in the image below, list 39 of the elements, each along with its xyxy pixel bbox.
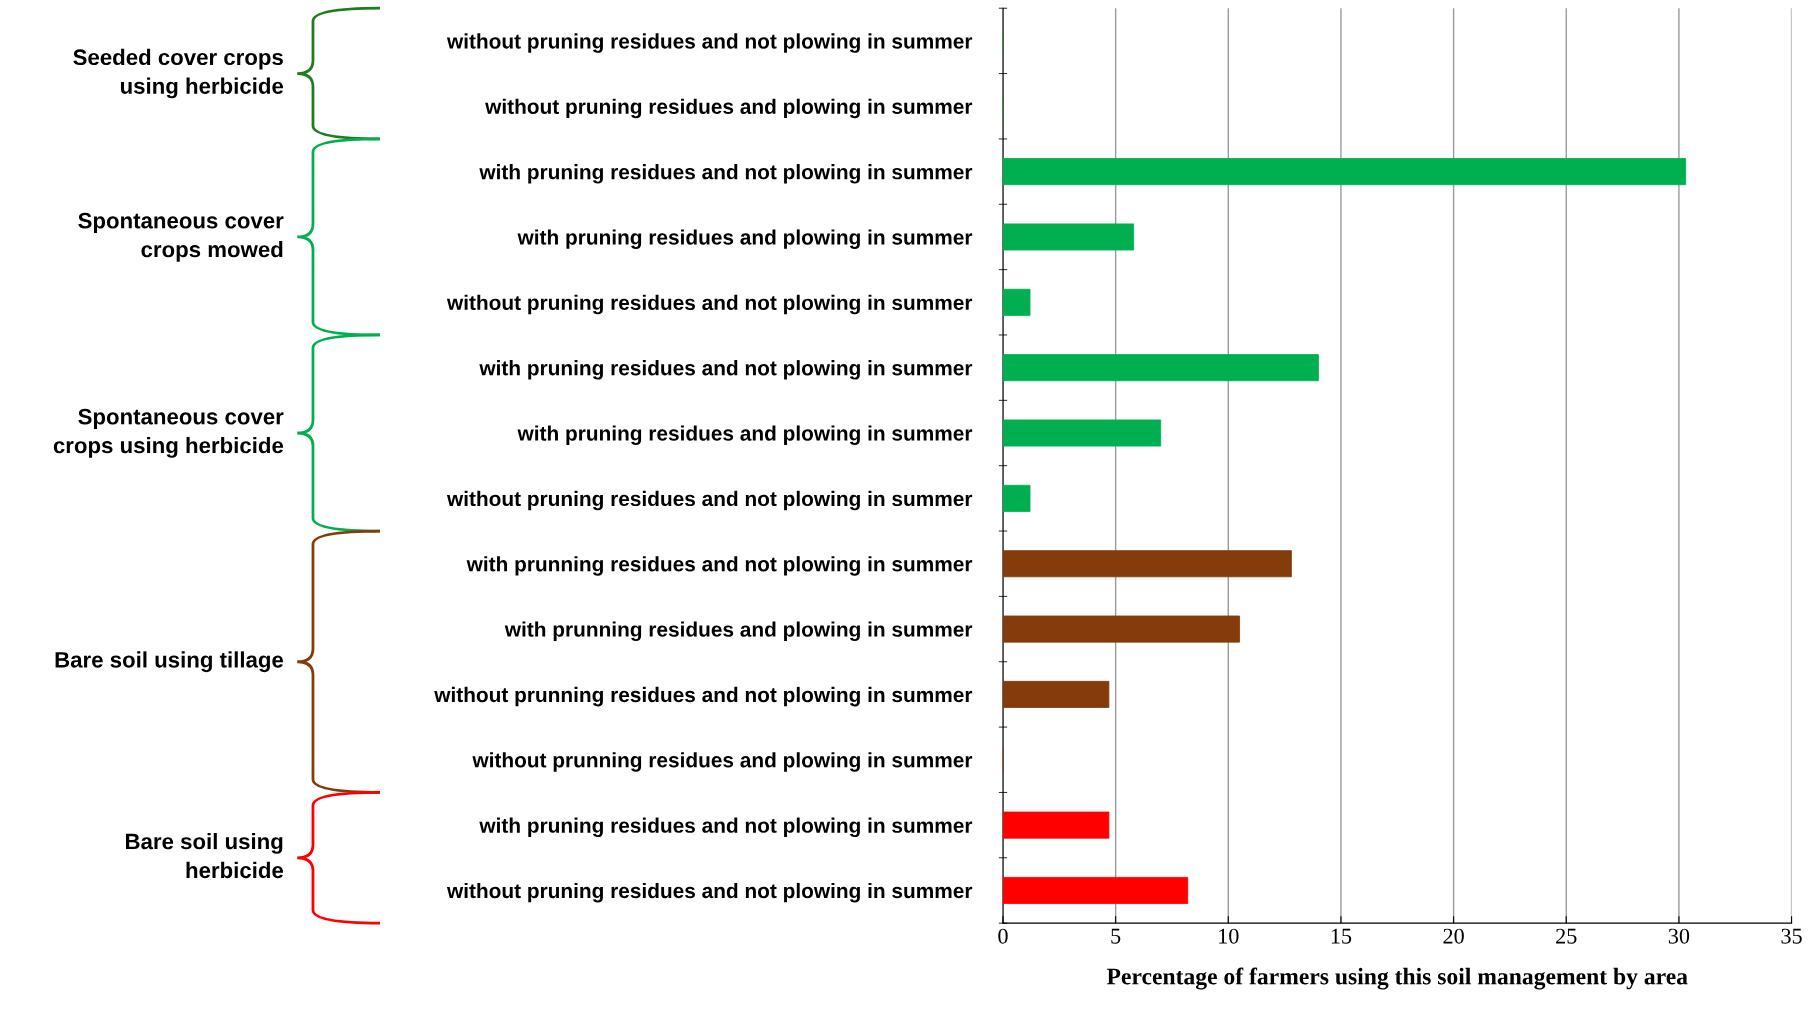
bar (1002, 615, 1240, 643)
x-tick-label: 30 (1668, 928, 1690, 944)
y-tick-label: without pruning residues and not plowing in summer (446, 882, 973, 903)
bar (1002, 484, 1031, 512)
x-tick-label: 0 (998, 928, 1008, 944)
bar (1002, 288, 1031, 316)
y-tick-label: with pruning residues and not plowing in summer (479, 164, 973, 184)
bar (1002, 680, 1110, 708)
x-tick-label: 5 (1111, 928, 1121, 944)
text: Spontaneous cover crops using herbicide (53, 408, 284, 458)
x-tick-label: 10 (1219, 928, 1239, 944)
y-tick-label: with prunning residues and plowing in summer (504, 621, 973, 642)
y-tick-label: with pruning residues and plowing in summer (517, 425, 973, 445)
x-tick-label: 20 (1443, 928, 1464, 944)
bar (1002, 158, 1687, 186)
y-tick-label: with prunning residues and not plowing in summer (466, 556, 973, 576)
x-tick-label: 15 (1331, 928, 1352, 944)
bar (1002, 811, 1110, 839)
text: Seeded cover crops using herbicide (73, 48, 284, 99)
y-tick-label: without pruning residues and not plowing in summer (446, 294, 973, 315)
bar (1002, 419, 1162, 447)
y-tick-label: without pruning residues and plowing in summer (485, 98, 973, 119)
text: Spontaneous cover crops mowed (78, 212, 284, 262)
x-tick-label: 25 (1556, 928, 1577, 944)
bar (1002, 876, 1189, 904)
y-tick-label: with pruning residues and not plowing in summer (479, 817, 973, 838)
y-tick-label: without prunning residues and plowing in summer (472, 752, 973, 772)
y-tick-label: with pruning residues and plowing in summer (517, 229, 973, 249)
text: Bare soil using herbicide (126, 833, 284, 879)
y-tick-label: without prunning residues and not plowing in summer (434, 686, 973, 707)
y-tick-label: with pruning residues and not plowing in summer (479, 360, 973, 380)
y-tick-label: without pruning residues and not plowing in summer (446, 33, 973, 53)
bar (1002, 223, 1135, 251)
bar (1002, 550, 1292, 578)
x-axis-title: Percentage of farmers using this soil management by area (1106, 967, 1688, 990)
bar (1002, 354, 1319, 382)
x-tick-label: 35 (1781, 928, 1802, 944)
y-tick-label: without pruning residues and not plowing in summer (446, 490, 973, 511)
text: Bare soil using tillage (55, 651, 284, 673)
